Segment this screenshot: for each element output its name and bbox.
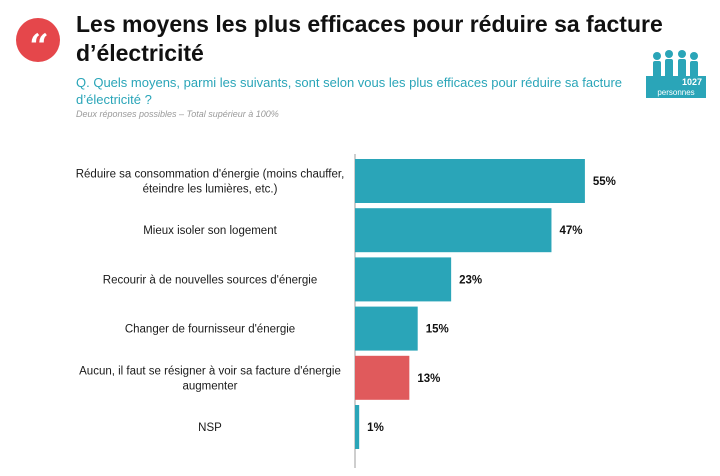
bar-6 <box>355 405 360 449</box>
sample-label: personnes <box>646 88 706 98</box>
category-label-2: Mieux isoler son logement <box>143 225 277 237</box>
people-icon <box>653 50 698 80</box>
value-label-6: 1% <box>367 422 384 434</box>
quote-icon: “ <box>16 18 60 67</box>
sample-size-badge: 1027 personnes <box>646 48 706 100</box>
category-label-5: Aucun, il faut se résigner à voir sa fac… <box>79 365 341 392</box>
response-note: Deux réponses possibles – Total supérieu… <box>76 109 279 119</box>
bar-2 <box>355 208 552 253</box>
category-label-4: Changer de fournisseur d'énergie <box>125 324 295 336</box>
category-label-1: Réduire sa consommation d'énergie (moins… <box>76 169 345 196</box>
bar-chart: 55% Réduire sa consommation d'énergie (mo… <box>76 154 616 468</box>
value-label-4: 15% <box>426 324 449 336</box>
category-label-6: NSP <box>198 422 222 434</box>
value-label-1: 55% <box>593 176 616 188</box>
bar-3 <box>355 257 452 302</box>
question-text: Q. Quels moyens, parmi les suivants, son… <box>76 75 623 107</box>
value-label-3: 23% <box>459 274 482 286</box>
value-label-2: 47% <box>559 225 582 237</box>
value-label-5: 13% <box>417 373 440 385</box>
sample-count: 1027 <box>646 76 706 88</box>
page-title: Les moyens les plus efficaces pour rédui… <box>76 11 663 66</box>
category-label-3: Recourir à de nouvelles sources d'énergi… <box>103 274 317 286</box>
bar-4 <box>355 306 418 351</box>
bar-1 <box>355 159 585 203</box>
bar-5 <box>355 355 410 400</box>
